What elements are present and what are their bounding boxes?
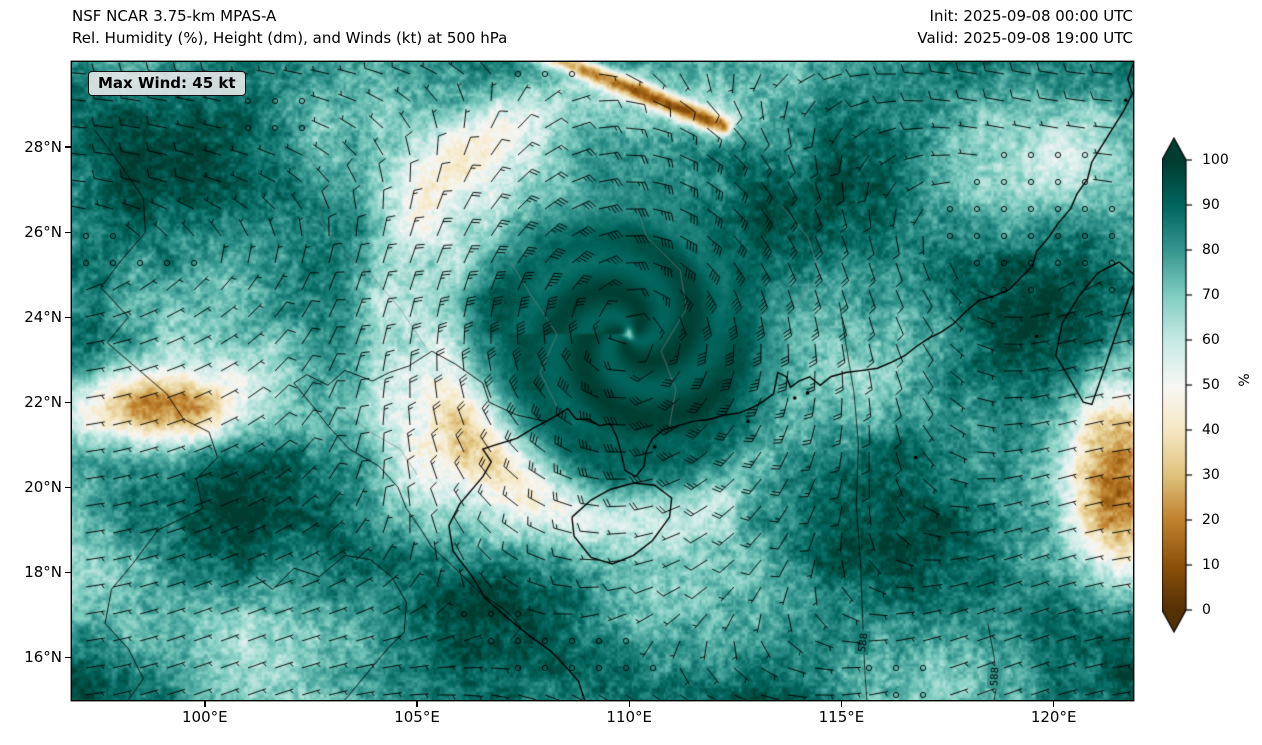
x-tick-mark — [840, 701, 843, 707]
y-tick-mark — [65, 146, 71, 148]
x-tick-label: 110°E — [606, 708, 653, 726]
y-tick-mark — [65, 231, 71, 233]
x-tick-mark — [416, 701, 418, 707]
colorbar-tick-label: 90 — [1202, 197, 1220, 213]
y-tick-mark — [65, 401, 71, 403]
colorbar-tick-label: 70 — [1202, 287, 1220, 303]
y-tick-label: 26°N — [24, 223, 62, 242]
y-tick-label: 28°N — [24, 138, 62, 157]
y-tick-mark — [65, 571, 71, 574]
y-tick-label: 16°N — [24, 648, 62, 667]
y-tick-label: 20°N — [24, 478, 62, 497]
y-tick-label: 22°N — [24, 393, 62, 412]
y-tick-label: 24°N — [24, 308, 62, 327]
colorbar-tick-label: 40 — [1202, 422, 1220, 438]
y-tick-mark — [65, 486, 71, 489]
colorbar-tick-label: 20 — [1202, 512, 1220, 528]
y-tick-mark — [65, 316, 71, 318]
colorbar-tick-label: 10 — [1202, 557, 1220, 573]
max-wind-badge: Max Wind: 45 kt — [88, 71, 246, 96]
map-canvas — [72, 62, 1133, 700]
colorbar-tick-label: 100 — [1202, 152, 1229, 168]
colorbar-tick-label: 30 — [1202, 467, 1220, 483]
colorbar-tick-label: 50 — [1202, 377, 1220, 393]
init-time: Init: 2025-09-08 00:00 UTC — [929, 7, 1133, 25]
colorbar-tick-label: 80 — [1202, 242, 1220, 258]
colorbar-unit-label: % — [1234, 373, 1251, 387]
x-tick-mark — [628, 701, 630, 707]
colorbar — [1162, 137, 1196, 637]
colorbar-tick-label: 60 — [1202, 332, 1220, 348]
field-title: Rel. Humidity (%), Height (dm), and Wind… — [72, 29, 508, 47]
x-tick-label: 120°E — [1030, 708, 1077, 726]
x-tick-mark — [204, 701, 206, 707]
y-tick-label: 18°N — [24, 563, 62, 582]
valid-time: Valid: 2025-09-08 19:00 UTC — [917, 29, 1133, 47]
model-title: NSF NCAR 3.75-km MPAS-A — [72, 7, 277, 25]
x-tick-label: 105°E — [394, 708, 440, 726]
y-tick-mark — [65, 656, 71, 659]
map-plot: Max Wind: 45 kt — [72, 62, 1133, 700]
colorbar-canvas — [1162, 137, 1196, 637]
colorbar-tick-label: 0 — [1202, 602, 1211, 618]
x-tick-label: 115°E — [818, 708, 865, 726]
x-tick-mark — [1053, 701, 1055, 707]
x-tick-label: 100°E — [182, 708, 228, 726]
